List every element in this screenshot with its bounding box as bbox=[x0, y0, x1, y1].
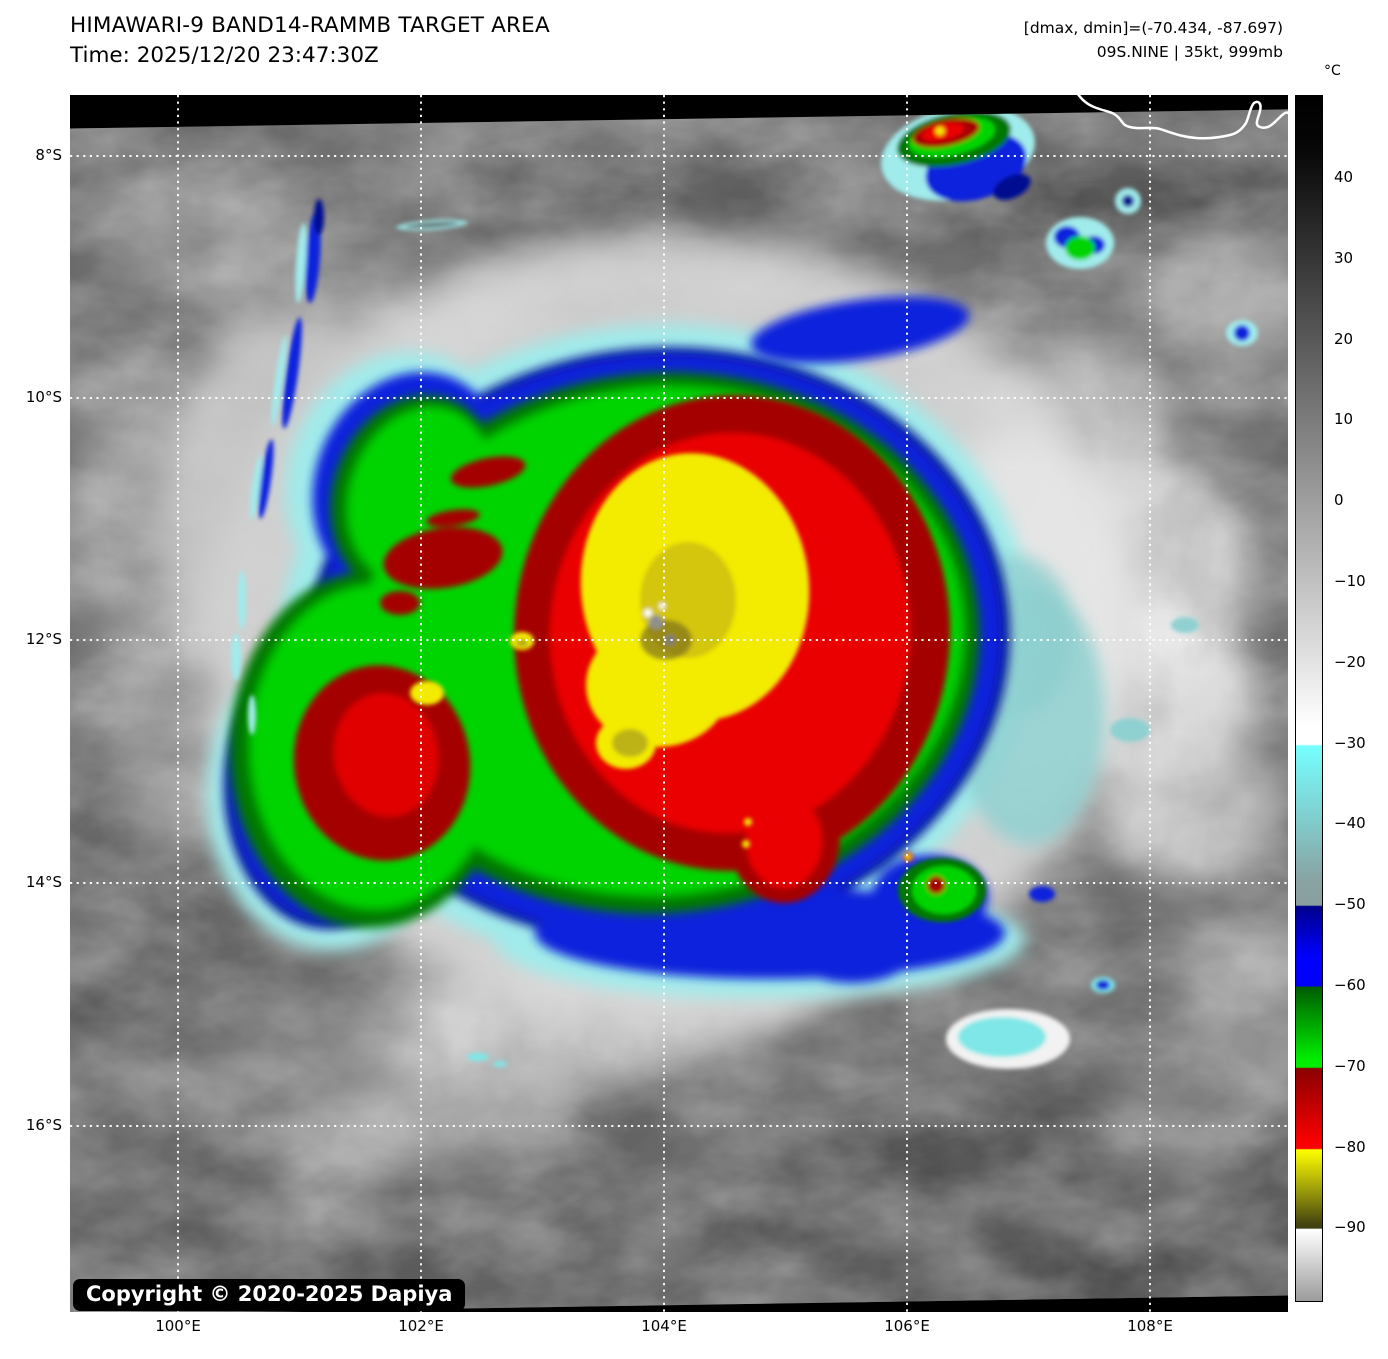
colorbar-unit-label: °C bbox=[1324, 63, 1341, 79]
colorbar-tick-label: 0 bbox=[1334, 491, 1344, 509]
lon-tick-label: 100°E bbox=[155, 1317, 201, 1335]
lon-tick-label: 102°E bbox=[398, 1317, 444, 1335]
colorbar-tick-label: −90 bbox=[1334, 1218, 1366, 1236]
dmax-dmin-readout: [dmax, dmin]=(-70.434, -87.697) bbox=[1023, 19, 1283, 37]
copyright-badge: Copyright © 2020-2025 Dapiya bbox=[73, 1279, 466, 1311]
lat-tick-label: 14°S bbox=[25, 873, 62, 891]
graticule bbox=[70, 95, 1288, 1312]
colorbar-tick-label: 20 bbox=[1334, 330, 1354, 348]
colorbar-tick-label: −70 bbox=[1334, 1057, 1366, 1075]
colorbar-tick-label: −40 bbox=[1334, 814, 1366, 832]
page-title: HIMAWARI-9 BAND14-RAMMB TARGET AREA bbox=[70, 13, 550, 38]
colorbar-tick-label: −10 bbox=[1334, 572, 1366, 590]
lat-tick-label: 10°S bbox=[25, 388, 62, 406]
colorbar-tick-label: 40 bbox=[1334, 168, 1354, 186]
satellite-image bbox=[70, 95, 1288, 1312]
colorbar-tick-label: −30 bbox=[1334, 734, 1366, 752]
satellite-swath bbox=[70, 109, 1288, 1312]
lon-tick-label: 106°E bbox=[884, 1317, 930, 1335]
map-area: Copyright © 2020-2025 Dapiya bbox=[70, 95, 1288, 1312]
lat-tick-label: 8°S bbox=[35, 146, 62, 164]
lat-tick-label: 12°S bbox=[25, 630, 62, 648]
lon-tick-label: 104°E bbox=[641, 1317, 687, 1335]
colorbar-tick-label: 10 bbox=[1334, 410, 1354, 428]
colorbar-tick-label: −20 bbox=[1334, 653, 1366, 671]
colorbar-tick-label: −50 bbox=[1334, 895, 1366, 913]
image-timestamp: Time: 2025/12/20 23:47:30Z bbox=[70, 43, 379, 68]
lon-tick-label: 108°E bbox=[1127, 1317, 1173, 1335]
header-right-block: [dmax, dmin]=(-70.434, -87.697) 09S.NINE… bbox=[1024, 16, 1283, 64]
lat-tick-label: 16°S bbox=[25, 1116, 62, 1134]
colorbar-tick-label: −60 bbox=[1334, 976, 1366, 994]
colorbar-tick-label: 30 bbox=[1334, 249, 1354, 267]
storm-info: 09S.NINE | 35kt, 999mb bbox=[1096, 43, 1283, 61]
colorbar-tick-label: −80 bbox=[1334, 1138, 1366, 1156]
temperature-colorbar bbox=[1295, 95, 1323, 1302]
java-coastline bbox=[1076, 95, 1288, 140]
